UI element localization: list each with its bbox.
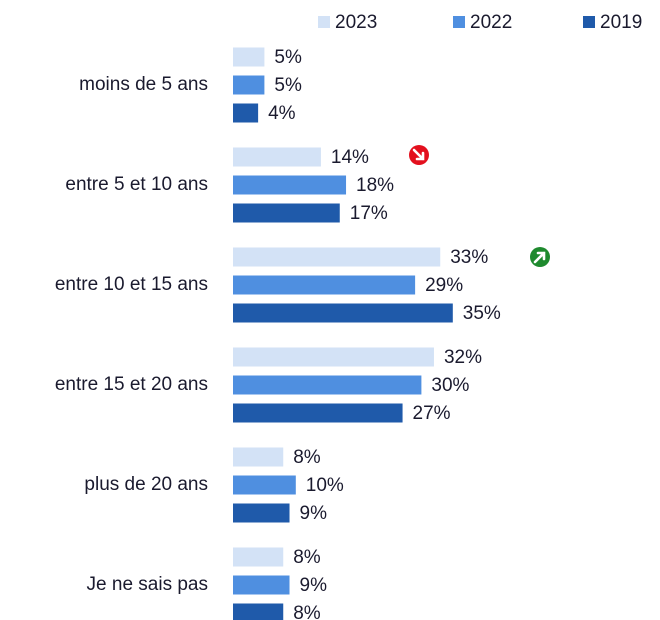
category-label: Je ne sais pas xyxy=(87,574,208,595)
value-label: 33% xyxy=(450,247,488,268)
increase-icon xyxy=(530,247,550,267)
decrease-icon xyxy=(409,145,429,165)
category-label: entre 10 et 15 ans xyxy=(55,274,208,295)
value-label: 9% xyxy=(300,575,328,596)
bar xyxy=(233,375,422,395)
category-label: moins de 5 ans xyxy=(79,74,208,95)
legend-label: 2022 xyxy=(470,12,512,33)
bar xyxy=(233,503,290,523)
bar xyxy=(233,175,347,195)
value-label: 17% xyxy=(350,203,388,224)
value-label: 32% xyxy=(444,347,482,368)
bar xyxy=(233,547,284,567)
bar xyxy=(233,603,284,620)
value-label: 8% xyxy=(293,603,321,620)
bar xyxy=(233,275,416,295)
value-label: 27% xyxy=(413,403,451,424)
bar xyxy=(233,47,265,67)
bar xyxy=(233,447,284,467)
bar xyxy=(233,247,441,267)
value-label: 18% xyxy=(356,175,394,196)
value-label: 5% xyxy=(274,47,302,68)
legend-swatch xyxy=(583,16,595,28)
value-label: 35% xyxy=(463,303,501,324)
bar xyxy=(233,475,296,495)
value-label: 10% xyxy=(306,475,344,496)
bar xyxy=(233,303,453,323)
legend-label: 2019 xyxy=(600,12,642,33)
value-label: 4% xyxy=(268,103,296,124)
value-label: 14% xyxy=(331,147,369,168)
bar xyxy=(233,203,340,223)
value-label: 9% xyxy=(300,503,328,524)
legend-label: 2023 xyxy=(335,12,377,33)
bar xyxy=(233,403,403,423)
legend-swatch xyxy=(453,16,465,28)
value-label: 8% xyxy=(293,447,321,468)
bar xyxy=(233,147,321,167)
legend-swatch xyxy=(318,16,330,28)
category-label: plus de 20 ans xyxy=(84,474,208,495)
bar xyxy=(233,75,265,95)
bar xyxy=(233,347,434,367)
value-label: 8% xyxy=(293,547,321,568)
bar xyxy=(233,575,290,595)
value-label: 5% xyxy=(274,75,302,96)
value-label: 30% xyxy=(431,375,469,396)
category-label: entre 15 et 20 ans xyxy=(55,374,208,395)
bar xyxy=(233,103,259,123)
value-label: 29% xyxy=(425,275,463,296)
category-label: entre 5 et 10 ans xyxy=(65,174,208,195)
